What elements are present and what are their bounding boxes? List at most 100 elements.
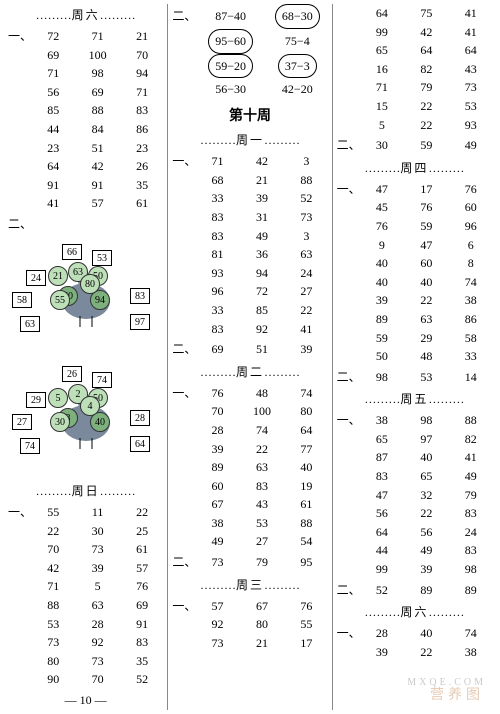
data-row: 896340: [172, 458, 327, 477]
data-cell: 59: [361, 329, 403, 348]
data-cell: 35: [121, 652, 163, 671]
data-cell: 70: [76, 670, 118, 689]
data-cell: 42: [32, 559, 74, 578]
data-cell: 56: [361, 504, 403, 523]
data-cell: 56: [405, 523, 447, 542]
data-cell: 50: [361, 347, 403, 366]
data-row: 833173: [172, 208, 327, 227]
data-cell: 54: [285, 532, 327, 551]
data-cell: 73: [76, 540, 118, 559]
data-row: 一、551122: [8, 503, 163, 522]
answer-box: 97: [130, 314, 150, 330]
data-row: 532891: [8, 615, 163, 634]
row-lead: [8, 540, 30, 559]
data-cell: 74: [450, 273, 492, 292]
data-cell: 71: [32, 64, 74, 83]
row-lead: [172, 245, 194, 264]
data-cell: 40: [405, 273, 447, 292]
data-cell: 27: [285, 282, 327, 301]
data-row: 235123: [8, 139, 163, 158]
row-lead: [8, 670, 30, 689]
row-lead: [172, 440, 194, 459]
data-cell: 22: [121, 503, 163, 522]
data-row: 994241: [337, 23, 492, 42]
answer-box: 53: [92, 250, 112, 266]
data-cell: 75: [405, 4, 447, 23]
data-cell: 71: [361, 78, 403, 97]
data-row: 423957: [8, 559, 163, 578]
answer-box: 28: [130, 410, 150, 426]
data-cell: 64: [285, 421, 327, 440]
data-cell: 33: [196, 301, 238, 320]
data-row: 一、727121: [8, 27, 163, 46]
data-row: 874041: [337, 448, 492, 467]
data-cell: 94: [121, 64, 163, 83]
expression: 42−20: [267, 78, 328, 101]
row-lead: [337, 448, 359, 467]
data-cell: 76: [361, 217, 403, 236]
data-row: 813663: [172, 245, 327, 264]
data-cell: 35: [121, 176, 163, 195]
row-lead: [172, 495, 194, 514]
feather-circle: 21: [48, 266, 68, 286]
data-row: 886369: [8, 596, 163, 615]
row-lead: [172, 264, 194, 283]
data-cell: 76: [405, 198, 447, 217]
data-cell: 24: [450, 523, 492, 542]
data-row: 896386: [337, 310, 492, 329]
data-cell: 47: [361, 486, 403, 505]
data-cell: 8: [450, 254, 492, 273]
section-header-sun: 周日: [8, 482, 163, 499]
data-cell: 87: [361, 448, 403, 467]
data-row: 6910070: [8, 46, 163, 65]
answer-box: 83: [130, 288, 150, 304]
data-cell: 91: [32, 176, 74, 195]
data-cell: 69: [76, 83, 118, 102]
data-row: 562283: [337, 504, 492, 523]
data-cell: 93: [196, 264, 238, 283]
data-cell: 48: [405, 347, 447, 366]
data-cell: 69: [32, 46, 74, 65]
row-lead: [337, 347, 359, 366]
data-cell: 73: [450, 78, 492, 97]
data-cell: 65: [361, 41, 403, 60]
data-cell: 91: [121, 615, 163, 634]
data-cell: 57: [76, 194, 118, 213]
answer-box: 63: [20, 316, 40, 332]
data-cell: 43: [450, 60, 492, 79]
data-cell: 57: [196, 597, 238, 616]
data-cell: 39: [196, 440, 238, 459]
data-cell: 24: [285, 264, 327, 283]
feather-circle: 30: [50, 412, 70, 432]
data-cell: 95: [285, 553, 327, 572]
answer-box: 58: [12, 292, 32, 308]
row-lead: 一、: [8, 27, 30, 46]
row-lead: [337, 236, 359, 255]
circled-expression: 68−30: [275, 4, 320, 29]
data-cell: 76: [121, 577, 163, 596]
data-cell: 40: [361, 254, 403, 273]
data-row: 707361: [8, 540, 163, 559]
answer-box: 24: [26, 270, 46, 286]
data-cell: 70: [196, 402, 238, 421]
data-cell: 64: [361, 523, 403, 542]
row-lead: [337, 23, 359, 42]
data-cell: 79: [405, 78, 447, 97]
data-cell: 52: [361, 581, 403, 600]
data-cell: 3: [285, 227, 327, 246]
data-row: 492754: [172, 532, 327, 551]
data-cell: 55: [32, 503, 74, 522]
data-cell: 29: [405, 329, 447, 348]
row-lead: [337, 41, 359, 60]
data-row: 二、985314: [337, 368, 492, 387]
data-cell: 5: [361, 116, 403, 135]
data-cell: 28: [361, 624, 403, 643]
data-row: 一、71423: [172, 152, 327, 171]
data-cell: 83: [121, 633, 163, 652]
data-row: 二、737995: [172, 553, 327, 572]
data-row: 333952: [172, 189, 327, 208]
data-cell: 49: [196, 532, 238, 551]
data-row: 739283: [8, 633, 163, 652]
data-cell: 22: [32, 522, 74, 541]
data-cell: 25: [121, 522, 163, 541]
